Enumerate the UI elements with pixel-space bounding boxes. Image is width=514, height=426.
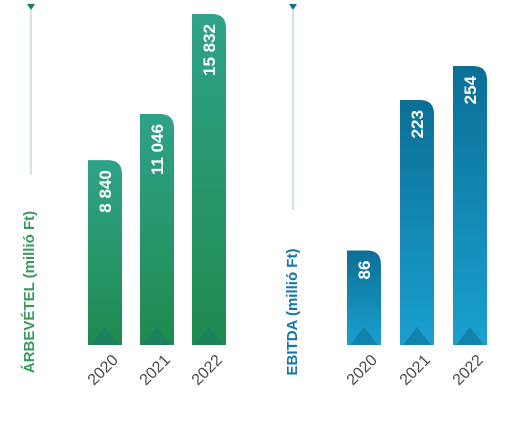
bar	[400, 100, 434, 345]
bar	[347, 250, 381, 345]
bar-base-decoration	[403, 327, 431, 345]
bar	[88, 160, 122, 345]
y-axis-title: ÁRBEVÉTEL (millió Ft)	[21, 211, 38, 373]
x-tick-label: 2022	[189, 352, 226, 389]
bar-value-label: 11 046	[148, 124, 167, 175]
x-tick-label: 2021	[137, 352, 174, 389]
bar-base-decoration	[91, 327, 119, 345]
bar-base-decoration	[195, 327, 223, 345]
x-tick-label: 2021	[397, 352, 434, 389]
ebitda-bars: 86 2020 223 2021 254 2022	[344, 66, 487, 389]
y-axis-title: EBITDA (millió Ft)	[284, 249, 301, 376]
bar	[453, 66, 487, 345]
bar-base-decoration	[143, 327, 171, 345]
x-tick-label: 2020	[85, 352, 122, 389]
bar-value-label: 223	[408, 110, 427, 138]
bar-value-label: 8 840	[96, 170, 115, 213]
bar	[192, 14, 226, 345]
bar-value-label: 15 832	[200, 24, 219, 76]
x-tick-label: 2022	[450, 352, 487, 389]
bar	[140, 114, 174, 346]
bar-value-label: 254	[461, 75, 480, 104]
bar-value-label: 86	[355, 261, 374, 280]
revenue-bars: 8 840 2020 11 046 2021 15 832 2022	[85, 14, 226, 389]
bar-base-decoration	[456, 327, 484, 345]
triangle-marker-icon	[27, 4, 35, 10]
triangle-marker-icon	[289, 4, 297, 10]
x-tick-label: 2020	[344, 352, 381, 389]
bar-base-decoration	[350, 327, 378, 345]
